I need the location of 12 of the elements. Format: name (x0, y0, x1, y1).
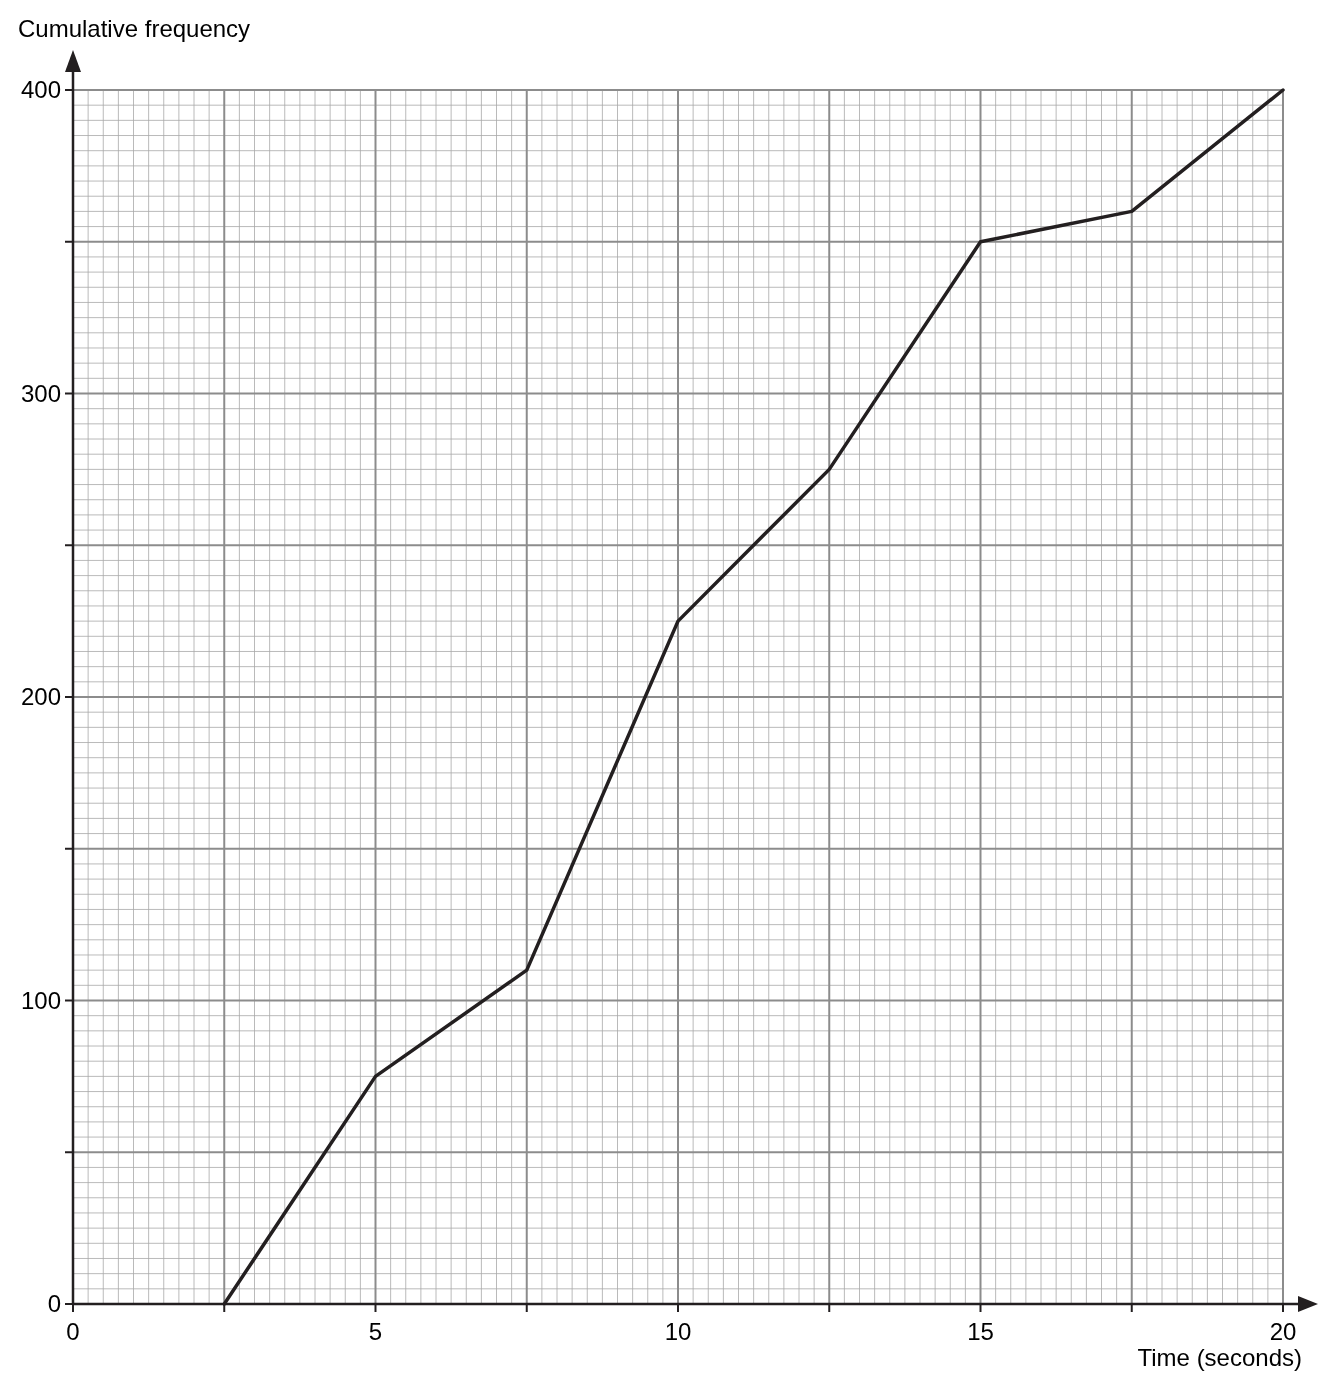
y-tick-label: 100 (20, 986, 61, 1014)
x-tick-label: 20 (1269, 1318, 1297, 1345)
y-tick-label: 400 (20, 76, 61, 103)
x-tick-label: 0 (66, 1318, 80, 1345)
y-tick-label: 300 (20, 379, 61, 407)
x-tick-label: 15 (967, 1318, 994, 1345)
y-axis-title: Cumulative frequency (18, 15, 251, 42)
y-tick-label: 200 (20, 683, 61, 710)
y-tick-label: 0 (47, 1290, 61, 1317)
x-axis-title: Time (seconds) (1137, 1344, 1302, 1371)
x-tick-label: 5 (368, 1318, 383, 1345)
x-tick-label: 10 (664, 1318, 692, 1345)
